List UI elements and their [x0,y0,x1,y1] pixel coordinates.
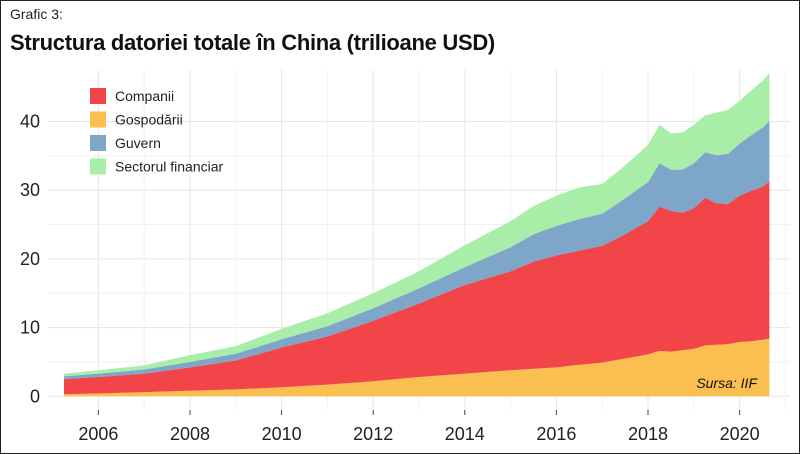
x-axis: 2006 2008 2010 2012 2014 2016 2018 2020 [78,410,760,444]
legend-swatch-3 [90,158,106,175]
legend-label-3: Sectorul financiar [115,159,224,175]
area-0 [64,338,770,397]
x-tick-label-1: 2008 [170,424,210,444]
legend-swatch-1 [90,111,106,128]
x-tick-label-3: 2012 [353,424,393,444]
y-tick-label-3: 30 [20,180,40,200]
x-tick-label-0: 2006 [78,424,118,444]
legend-swatch-0 [90,88,106,104]
legend-swatch-2 [90,135,106,151]
y-tick-label-1: 10 [20,318,40,338]
legend-label-0: Companii [115,88,174,104]
area-1 [64,181,770,395]
figure-label: Grafic 3: [10,6,63,22]
x-tick-label-5: 2016 [536,424,576,444]
legend-label-1: Gospodării [115,112,183,128]
y-tick-label-4: 40 [20,112,40,132]
chart-title: Structura datoriei totale în China (tril… [10,30,495,55]
source-annotation: Sursa: IIF [696,375,758,391]
y-axis: 0 10 20 30 40 [20,112,40,407]
legend: Companii Gospodării Guvern Sectorul financi… [90,88,224,175]
x-tick-label-4: 2014 [445,424,485,444]
x-tick-label-2: 2010 [262,424,302,444]
x-tick-label-7: 2020 [720,424,760,444]
legend-label-2: Guvern [115,135,161,151]
y-tick-label-0: 0 [30,386,40,406]
x-tick-label-6: 2018 [628,424,668,444]
area-series [64,72,770,397]
y-tick-label-2: 20 [20,249,40,269]
